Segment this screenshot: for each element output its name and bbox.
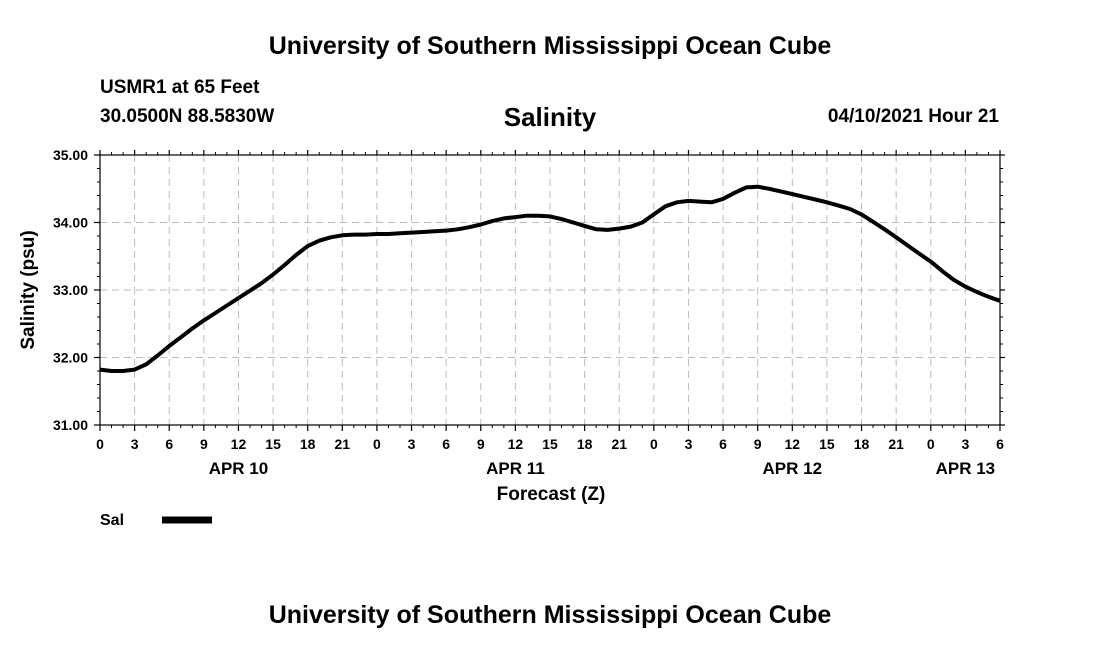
x-tick-label: 21	[335, 436, 351, 452]
page-title: University of Southern Mississippi Ocean…	[268, 32, 832, 60]
x-axis-label: Forecast (Z)	[497, 484, 606, 505]
x-tick-label: 18	[854, 436, 870, 452]
x-tick-label: 3	[961, 436, 969, 452]
x-tick-label: 12	[508, 436, 524, 452]
y-tick-label: 32.00	[53, 350, 88, 366]
x-tick-label: 6	[996, 436, 1004, 452]
x-tick-label: 9	[200, 436, 208, 452]
x-tick-label: 18	[577, 436, 593, 452]
footer-title: University of Southern Mississippi Ocean…	[268, 601, 832, 629]
x-tick-label: 21	[888, 436, 904, 452]
x-tick-label: 9	[477, 436, 485, 452]
station-coordinates: 30.0500N 88.5830W	[100, 106, 275, 127]
x-tick-label: 12	[785, 436, 801, 452]
station-label: USMR1 at 65 Feet	[100, 77, 260, 98]
forecast-time: 04/10/2021 Hour 21	[827, 106, 999, 127]
x-tick-label: 9	[754, 436, 762, 452]
day-label: APR 13	[936, 459, 996, 478]
axes: 0 3 6 9 12 15 18 21 0 3 6 9 12 15 18 21 0 3 6 9 12 15 18 21 0 3 6 3…	[53, 147, 1005, 478]
y-tick-label: 31.00	[53, 417, 88, 433]
x-tick-label: 6	[719, 436, 727, 452]
x-tick-label: 0	[96, 436, 104, 452]
legend: Sal	[100, 512, 212, 529]
chart-title: Salinity	[503, 102, 597, 132]
x-tick-label: 21	[611, 436, 627, 452]
x-tick-label: 18	[300, 436, 316, 452]
x-tick-label: 3	[131, 436, 139, 452]
x-tick-label: 12	[231, 436, 247, 452]
x-tick-label: 15	[265, 436, 281, 452]
x-tick-label: 15	[819, 436, 835, 452]
y-tick-label: 34.00	[53, 215, 88, 231]
y-tick-label: 35.00	[53, 147, 88, 163]
x-tick-label: 0	[373, 436, 381, 452]
x-tick-label: 3	[685, 436, 693, 452]
day-label: APR 11	[486, 459, 545, 478]
x-tick-label: 3	[408, 436, 416, 452]
x-tick-label: 6	[442, 436, 450, 452]
series-line-sal	[99, 184, 1001, 373]
y-tick-label: 33.00	[53, 282, 88, 298]
y-axis-label: Salinity (psu)	[18, 230, 39, 349]
grid-lines	[100, 155, 1000, 425]
x-tick-label: 0	[927, 436, 935, 452]
x-tick-label: 15	[542, 436, 558, 452]
day-label: APR 10	[209, 459, 269, 478]
x-tick-label: 0	[650, 436, 658, 452]
x-tick-label: 6	[165, 436, 173, 452]
day-label: APR 12	[763, 459, 823, 478]
legend-label-sal: Sal	[100, 512, 124, 529]
